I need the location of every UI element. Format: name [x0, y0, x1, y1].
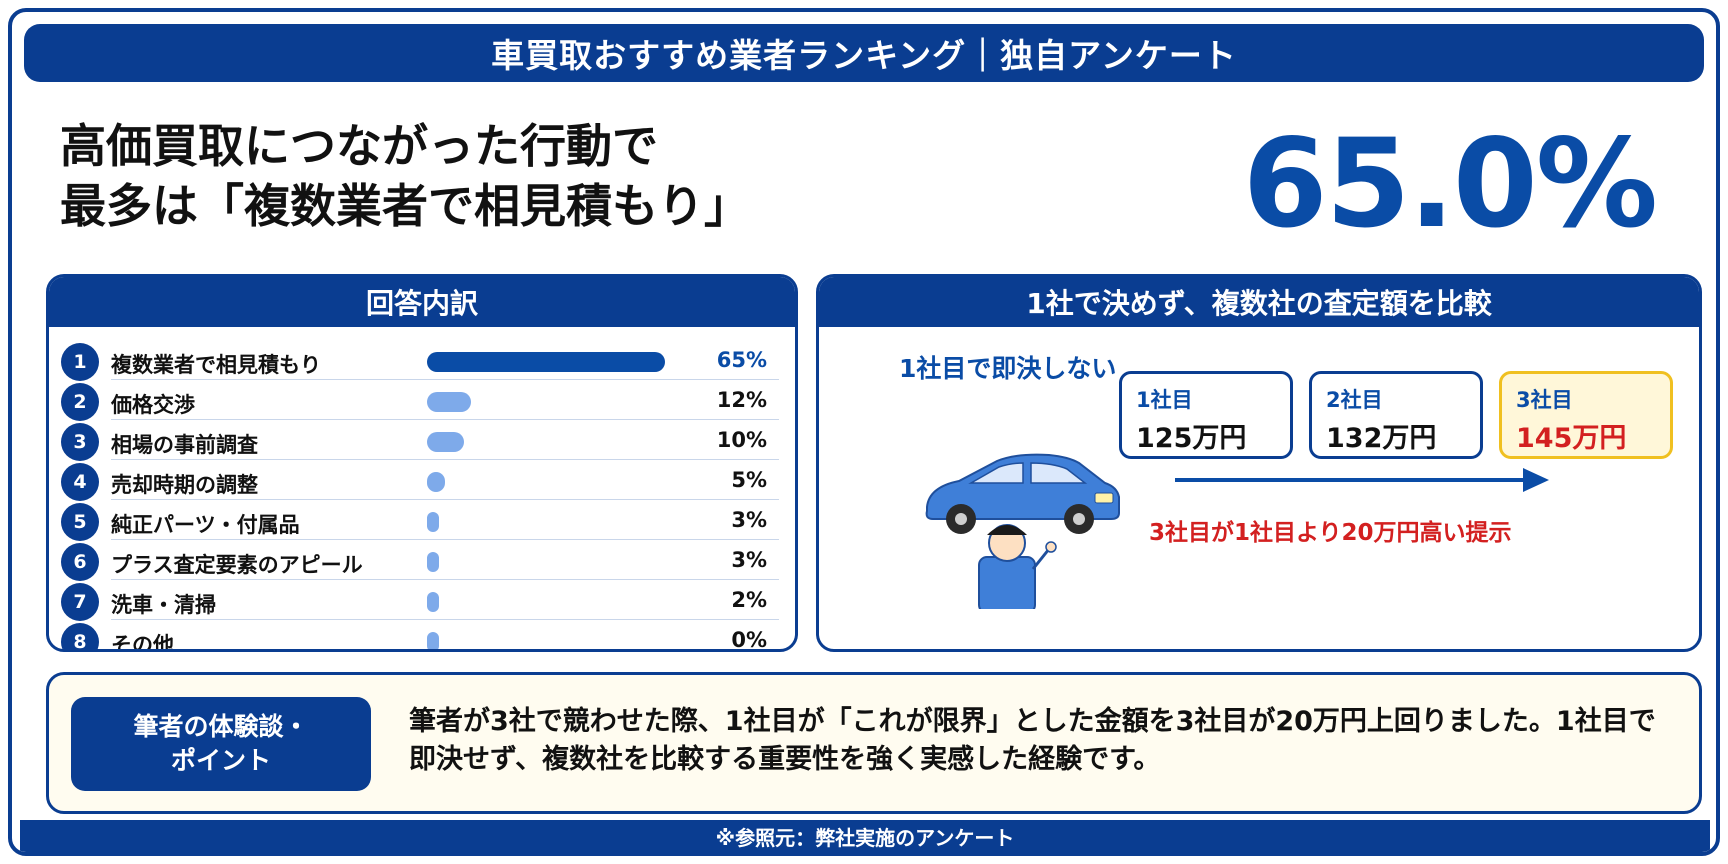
bar-track: [427, 552, 665, 572]
rank-badge: 2: [61, 383, 99, 421]
rank-badge: 1: [61, 343, 99, 381]
chart-row: 5 純正パーツ・付属品 3%: [49, 493, 795, 541]
value-label: 2%: [731, 588, 767, 612]
big-stat: 65.0%: [1242, 113, 1658, 255]
person-icon: [978, 524, 1057, 609]
rank-badge: 6: [61, 543, 99, 581]
experience-badge: 筆者の体験談・ ポイント: [71, 697, 371, 791]
bar-track: [427, 392, 665, 412]
comparison-panel: 1社で決めず、複数社の査定額を比較 1社目で即決しない 1社目 125万円 2社…: [816, 274, 1702, 652]
category-label: 複数業者で相見積もり: [111, 353, 321, 377]
value-label: 3%: [731, 548, 767, 572]
car-icon: [925, 453, 1120, 534]
chart-bar: [427, 432, 464, 452]
offer-amount: 125万円: [1136, 423, 1247, 454]
infographic-frame: 車買取おすすめ業者ランキング｜独自アンケート 高価買取につながった行動で 最多は…: [8, 8, 1720, 856]
offer-name: 3社目: [1516, 388, 1573, 412]
bar-track: [427, 432, 665, 452]
offer-amount: 145万円: [1516, 423, 1627, 454]
rank-badge: 8: [61, 623, 99, 649]
bar-track: [427, 592, 665, 612]
chart-bar: [427, 632, 439, 649]
breakdown-panel: 回答内訳 1 複数業者で相見積もり 65% 2 価格交渉 12% 3 相場の事前調査 10% 4 売…: [46, 274, 798, 652]
comparison-illustration: 1社目で即決しない 1社目 125万円 2社目 132万円 3社目 145万円: [819, 327, 1699, 649]
category-label: 売却時期の調整: [111, 473, 258, 497]
top-banner: 車買取おすすめ業者ランキング｜独自アンケート: [24, 24, 1704, 82]
offer-amount: 132万円: [1326, 423, 1437, 454]
chart-row: 2 価格交渉 12%: [49, 373, 795, 421]
bar-track: [427, 472, 665, 492]
offer-card-1: 1社目 125万円: [1119, 371, 1293, 459]
experience-panel: 筆者の体験談・ ポイント 筆者が3社で競わせた際、1社目が「これが限界」とした金…: [46, 672, 1702, 814]
comparison-title: 1社で決めず、複数社の査定額を比較: [1026, 287, 1492, 320]
headline-line-2: 最多は「複数業者で相見積もり」: [60, 179, 750, 233]
row-divider: [111, 579, 779, 580]
chart-bar: [427, 472, 446, 492]
badge-line-2: ポイント: [170, 746, 271, 775]
bar-track: [427, 632, 665, 649]
category-label: その他: [111, 633, 174, 652]
category-label: 洗車・清掃: [111, 593, 216, 617]
category-label: プラス査定要素のアピール: [111, 553, 363, 577]
breakdown-header: 回答内訳: [49, 277, 795, 327]
row-divider: [111, 379, 779, 380]
chart-bar: [427, 592, 439, 612]
chart-row: 8 その他 0%: [49, 613, 795, 652]
offer-name: 1社目: [1136, 388, 1193, 412]
value-label: 5%: [731, 468, 767, 492]
rank-badge: 5: [61, 503, 99, 541]
value-label: 3%: [731, 508, 767, 532]
row-divider: [111, 499, 779, 500]
category-label: 純正パーツ・付属品: [111, 513, 300, 537]
chart-row: 7 洗車・清掃 2%: [49, 573, 795, 621]
breakdown-title: 回答内訳: [365, 287, 478, 320]
headline-line-1: 高価買取につながった行動で: [60, 119, 658, 173]
experience-text: 筆者が3社で競わせた際、1社目が「これが限界」とした金額を3社目が20万円上回り…: [409, 706, 1656, 775]
value-label: 10%: [716, 428, 767, 452]
offer-name: 2社目: [1326, 388, 1383, 412]
category-label: 相場の事前調査: [111, 433, 258, 457]
source-text: ※参照元：弊社実施のアンケート: [715, 825, 1015, 850]
chart-row: 4 売却時期の調整 5%: [49, 453, 795, 501]
row-divider: [111, 619, 779, 620]
chart-bar: [427, 512, 439, 532]
row-divider: [111, 459, 779, 460]
breakdown-chart: 1 複数業者で相見積もり 65% 2 価格交渉 12% 3 相場の事前調査 10% 4 売却時期の調…: [49, 333, 795, 652]
row-divider: [111, 419, 779, 420]
category-label: 価格交渉: [111, 393, 195, 417]
value-label: 12%: [716, 388, 767, 412]
row-divider: [111, 539, 779, 540]
comparison-header: 1社で決めず、複数社の査定額を比較: [819, 277, 1699, 327]
headline: 高価買取につながった行動で 最多は「複数業者で相見積もり」: [60, 116, 960, 236]
value-label: 0%: [731, 628, 767, 652]
comparison-arrow-icon: [1175, 468, 1549, 492]
value-label: 65%: [716, 348, 767, 372]
chart-bar: [427, 552, 439, 572]
rank-badge: 4: [61, 463, 99, 501]
banner-title: 車買取おすすめ業者ランキング｜独自アンケート: [491, 36, 1237, 75]
no-rush-label: 1社目で即決しない: [899, 354, 1117, 383]
bar-track: [427, 512, 665, 532]
badge-line-1: 筆者の体験談・: [133, 712, 309, 741]
rank-badge: 7: [61, 583, 99, 621]
chart-row: 1 複数業者で相見積もり 65%: [49, 333, 795, 381]
chart-row: 3 相場の事前調査 10%: [49, 413, 795, 461]
car-illustration: [925, 453, 1120, 609]
chart-bar: [427, 392, 471, 412]
chart-row: 6 プラス査定要素のアピール 3%: [49, 533, 795, 581]
offer-card-2: 2社目 132万円: [1309, 371, 1483, 459]
comparison-note: 3社目が1社目より20万円高い提示: [1149, 520, 1512, 546]
rank-badge: 3: [61, 423, 99, 461]
chart-bar: [427, 352, 665, 372]
source-footer: ※参照元：弊社実施のアンケート: [20, 820, 1710, 852]
offer-card-3: 3社目 145万円: [1499, 371, 1673, 459]
bar-track: [427, 352, 665, 372]
